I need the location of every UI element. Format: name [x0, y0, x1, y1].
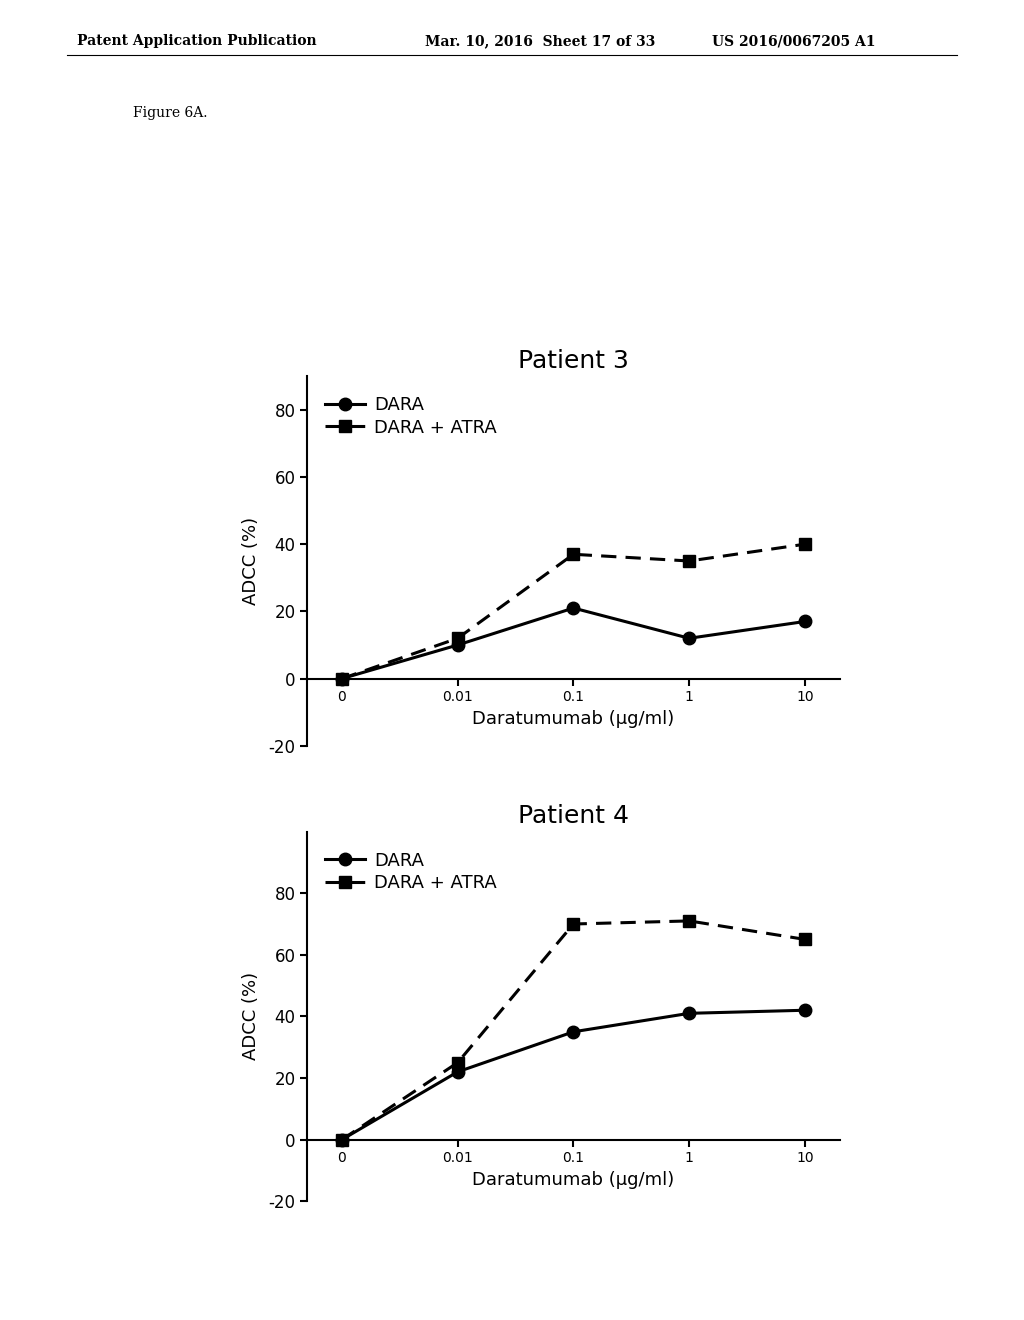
Line: DARA + ATRA: DARA + ATRA: [336, 539, 811, 685]
DARA + ATRA: [683, 553, 695, 569]
Text: Patent Application Publication: Patent Application Publication: [77, 34, 316, 49]
DARA: [452, 638, 464, 653]
DARA: [567, 601, 580, 616]
Line: DARA + ATRA: DARA + ATRA: [336, 915, 811, 1146]
Text: Figure 6A.: Figure 6A.: [133, 106, 208, 120]
Y-axis label: ADCC (%): ADCC (%): [242, 973, 260, 1060]
DARA: [336, 1131, 348, 1147]
DARA: [567, 1024, 580, 1040]
Text: Mar. 10, 2016  Sheet 17 of 33: Mar. 10, 2016 Sheet 17 of 33: [425, 34, 655, 49]
DARA + ATRA: [452, 1055, 464, 1071]
DARA + ATRA: [799, 536, 811, 552]
Y-axis label: ADCC (%): ADCC (%): [242, 517, 260, 605]
DARA + ATRA: [799, 932, 811, 948]
DARA + ATRA: [567, 546, 580, 562]
DARA: [683, 1006, 695, 1022]
DARA: [799, 1002, 811, 1018]
DARA + ATRA: [683, 913, 695, 929]
X-axis label: Daratumumab (μg/ml): Daratumumab (μg/ml): [472, 710, 675, 727]
DARA: [799, 614, 811, 630]
DARA: [452, 1064, 464, 1080]
Title: Patient 4: Patient 4: [518, 804, 629, 828]
DARA + ATRA: [452, 631, 464, 647]
Legend: DARA, DARA + ATRA: DARA, DARA + ATRA: [322, 847, 501, 896]
DARA: [683, 631, 695, 647]
DARA + ATRA: [336, 671, 348, 686]
Text: US 2016/0067205 A1: US 2016/0067205 A1: [712, 34, 876, 49]
Legend: DARA, DARA + ATRA: DARA, DARA + ATRA: [322, 392, 501, 441]
DARA + ATRA: [336, 1131, 348, 1147]
DARA: [336, 671, 348, 686]
Title: Patient 3: Patient 3: [518, 348, 629, 372]
Line: DARA: DARA: [336, 602, 811, 685]
X-axis label: Daratumumab (μg/ml): Daratumumab (μg/ml): [472, 1171, 675, 1189]
Line: DARA: DARA: [336, 1005, 811, 1146]
DARA + ATRA: [567, 916, 580, 932]
